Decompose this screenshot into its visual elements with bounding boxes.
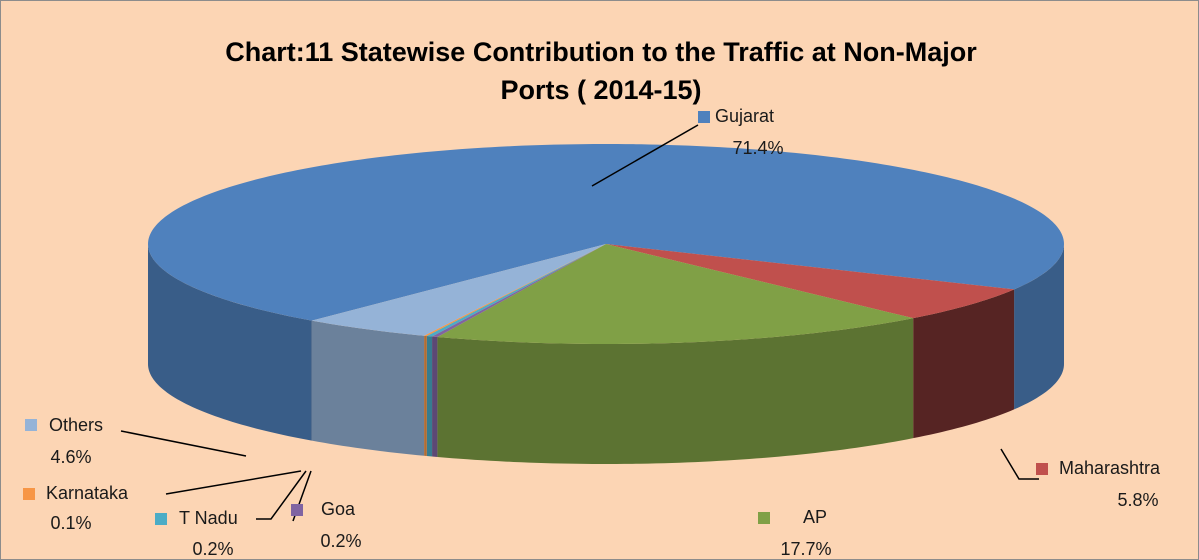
- legend-key: [291, 504, 303, 516]
- slice-side: [437, 318, 914, 464]
- data-label-name: Maharashtra: [1059, 458, 1161, 478]
- legend-key: [698, 111, 710, 123]
- data-label-name: Goa: [321, 499, 356, 519]
- data-label: 0.2%: [192, 539, 233, 559]
- data-label-name: Karnataka: [46, 483, 129, 503]
- legend-key: [758, 512, 770, 524]
- chart-title: Chart:11 Statewise Contribution to the T…: [225, 37, 977, 105]
- data-label-name: T Nadu: [179, 508, 238, 528]
- slice: [424, 244, 606, 337]
- slice-side: [426, 336, 433, 457]
- data-label: 0.2%: [320, 531, 361, 551]
- leader-line: [120, 430, 247, 457]
- slice-side: [148, 244, 312, 441]
- data-label: 5.8%: [1117, 490, 1158, 510]
- leader-line: [256, 470, 307, 520]
- slice: [606, 244, 1015, 319]
- data-label: 17.7%: [780, 539, 831, 559]
- data-label-name: AP: [803, 507, 827, 527]
- data-label-name: Gujarat: [715, 106, 774, 126]
- legend-key: [155, 513, 167, 525]
- slice-side: [913, 289, 1015, 439]
- slice-side: [311, 320, 425, 456]
- leader-line: [165, 470, 302, 495]
- leader-line: [1000, 448, 1039, 480]
- slice: [311, 244, 606, 336]
- data-label: 71.4%: [732, 138, 783, 158]
- legend-key: [1036, 463, 1048, 475]
- slice-side: [432, 336, 438, 457]
- data-label: 4.6%: [50, 447, 91, 467]
- data-label-name: Others: [49, 415, 103, 435]
- legend-key: [25, 419, 37, 431]
- slice: [432, 244, 606, 337]
- slice: [426, 244, 606, 337]
- leader-line: [591, 124, 699, 187]
- data-label: 0.1%: [50, 513, 91, 533]
- slice: [437, 244, 914, 344]
- slice: [148, 144, 1064, 321]
- slice-side: [1014, 244, 1064, 410]
- legend-key: [23, 488, 35, 500]
- slice-side: [424, 335, 427, 457]
